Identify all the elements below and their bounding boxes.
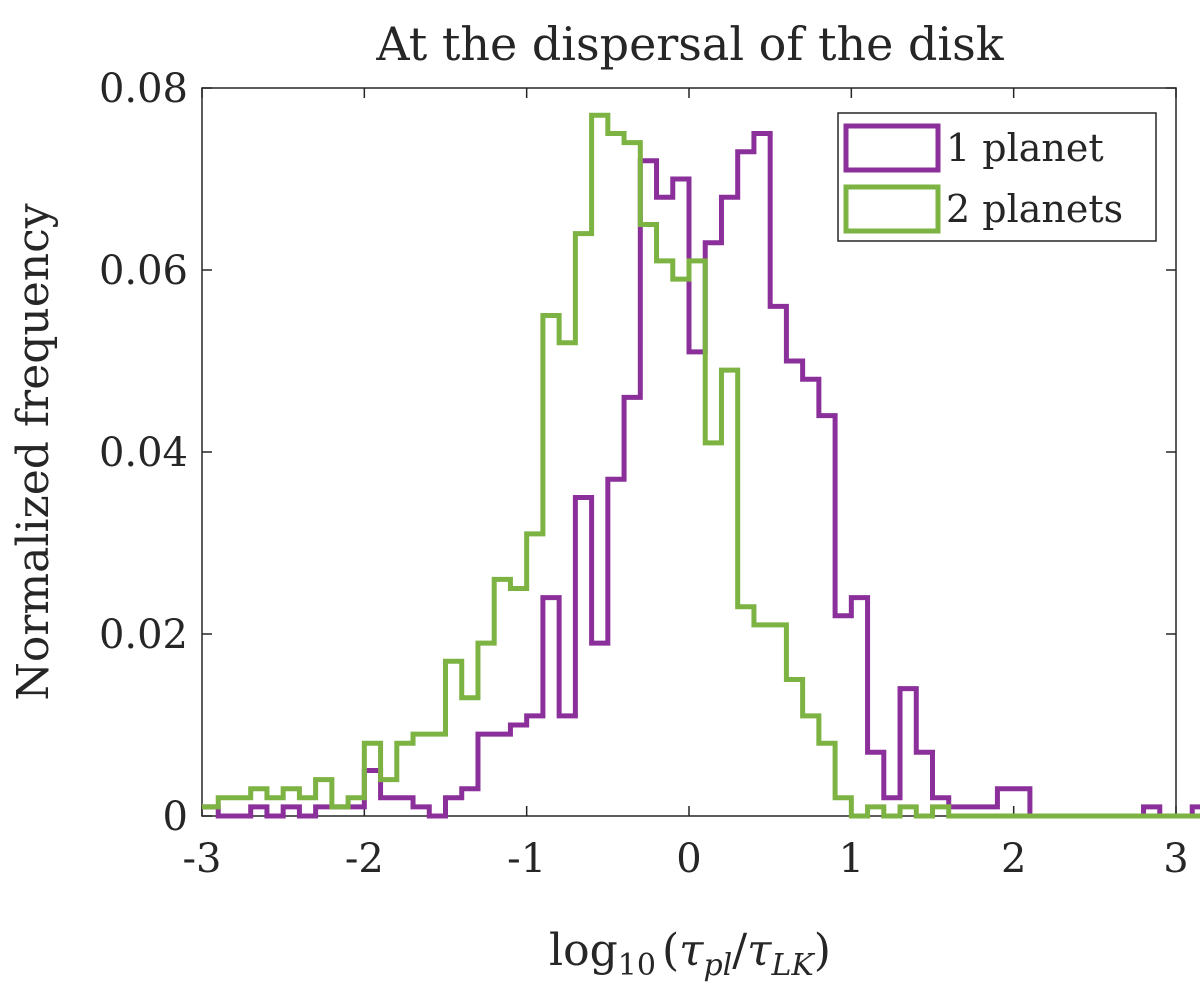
x-tick-label: -1: [507, 836, 546, 882]
legend-box: [837, 112, 1157, 242]
x-tick-label: -3: [183, 836, 222, 882]
x-tick-label: 2: [1001, 836, 1026, 882]
y-tick-labels: 0 0.02 0.04 0.06 0.08: [99, 66, 188, 840]
y-tick-label: 0.08: [99, 66, 188, 112]
x-tick-labels: -3 -2 -1 0 1 2 3: [183, 836, 1189, 882]
legend-swatch-1-planet: [843, 123, 941, 173]
x-axis-label: log10 (τpl/τLK): [549, 925, 831, 983]
chart-title: At the dispersal of the disk: [375, 17, 1004, 71]
y-tick-label: 0: [163, 794, 188, 840]
x-tick-label: 1: [839, 836, 864, 882]
legend-label-2-planets: 2 planets: [946, 187, 1123, 231]
x-tick-label: -2: [345, 836, 384, 882]
legend-swatch-2-planets: [843, 184, 941, 234]
histogram-1-planet: [202, 131, 1200, 819]
y-tick-label: 0.06: [99, 248, 188, 294]
histogram-2-planets: [202, 112, 1200, 819]
x-tick-label: 0: [676, 836, 701, 882]
y-tick-label: 0.04: [99, 430, 188, 476]
y-tick-label: 0.02: [99, 612, 188, 658]
x-tick-label: 3: [1163, 836, 1188, 882]
histogram-series: [202, 112, 1200, 819]
legend-label-1-planet: 1 planet: [946, 126, 1104, 170]
y-axis-label: Normalized frequency: [8, 203, 59, 700]
legend: 1 planet 2 planets: [837, 112, 1157, 242]
